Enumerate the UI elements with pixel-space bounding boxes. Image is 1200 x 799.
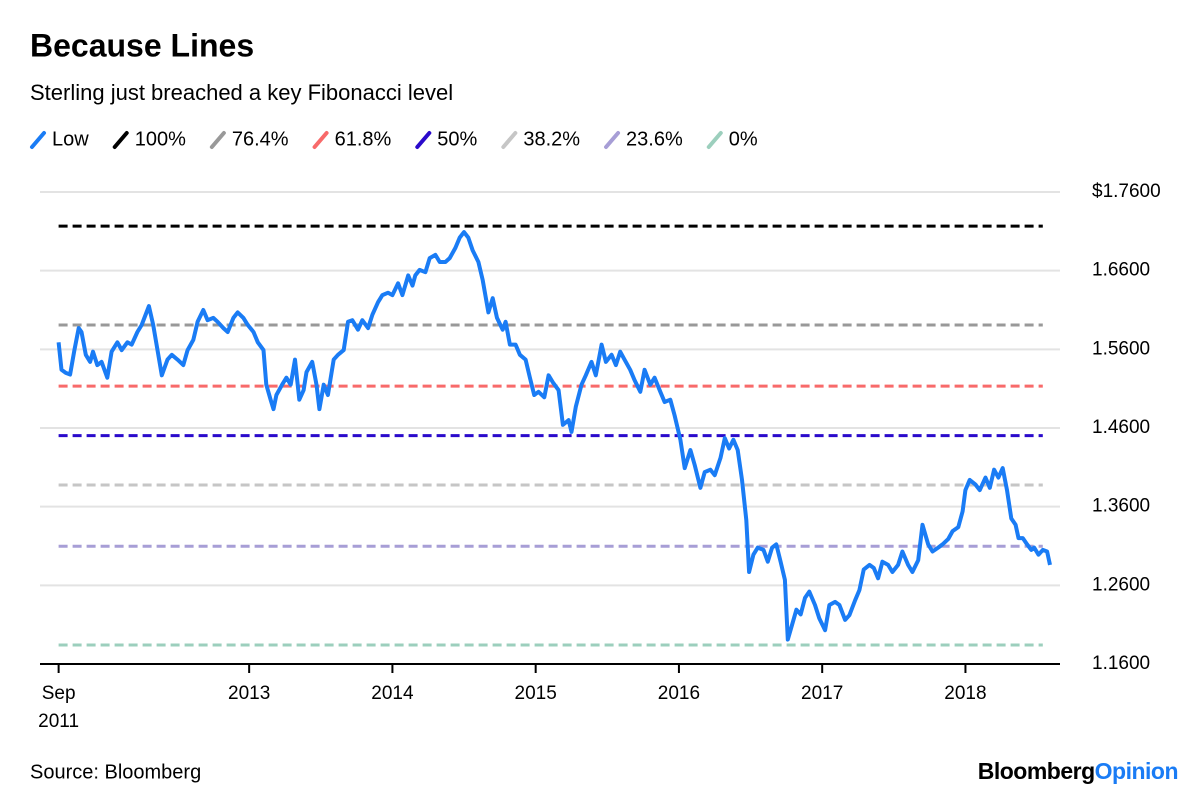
x-tick-label: 2018: [944, 683, 987, 704]
chart-title: Because Lines: [30, 27, 254, 63]
y-tick-label: 1.1600: [1092, 653, 1150, 674]
y-tick-label: 1.6600: [1092, 260, 1150, 281]
legend-icon: [312, 131, 329, 149]
brand-part: Bloomberg: [978, 758, 1095, 784]
y-tick-label: 1.3600: [1092, 496, 1150, 517]
legend-icon: [604, 131, 621, 149]
legend-icon: [30, 131, 46, 149]
legend-icon: [501, 131, 518, 149]
legend-label: 0%: [729, 128, 758, 150]
y-tick-label: 1.4600: [1092, 417, 1150, 438]
source: Source: Bloomberg: [30, 761, 201, 783]
legend-label: 23.6%: [626, 128, 683, 150]
legend-label: 50%: [437, 128, 477, 150]
legend-label: 38.2%: [523, 128, 580, 150]
price-line: [56, 230, 1052, 642]
legend-label: 61.8%: [335, 128, 392, 150]
x-tick-label: Sep 2011: [38, 683, 80, 732]
y-tick-label: 1.5600: [1092, 338, 1150, 359]
brand: BloombergOpinion: [978, 758, 1178, 784]
x-tick-label: 2014: [371, 683, 414, 704]
x-tick-label: 2013: [228, 683, 271, 704]
chart-subtitle: Sterling just breached a key Fibonacci l…: [30, 80, 453, 105]
brand-part: Opinion: [1095, 758, 1178, 784]
y-tick-label: 1.2600: [1092, 574, 1150, 595]
y-tick-label: $1.7600: [1092, 181, 1161, 202]
legend-icon: [209, 131, 226, 149]
x-tick-label: 2016: [657, 683, 701, 704]
legend-label: Low: [52, 128, 89, 150]
legend-label: 100%: [135, 128, 186, 150]
x-tick-label: 2015: [514, 683, 557, 704]
legend-icon: [112, 131, 129, 149]
legend-icon: [415, 131, 432, 149]
x-tick-label: 2017: [801, 683, 844, 704]
legend-icon: [706, 131, 723, 149]
legend-label: 76.4%: [232, 128, 289, 150]
